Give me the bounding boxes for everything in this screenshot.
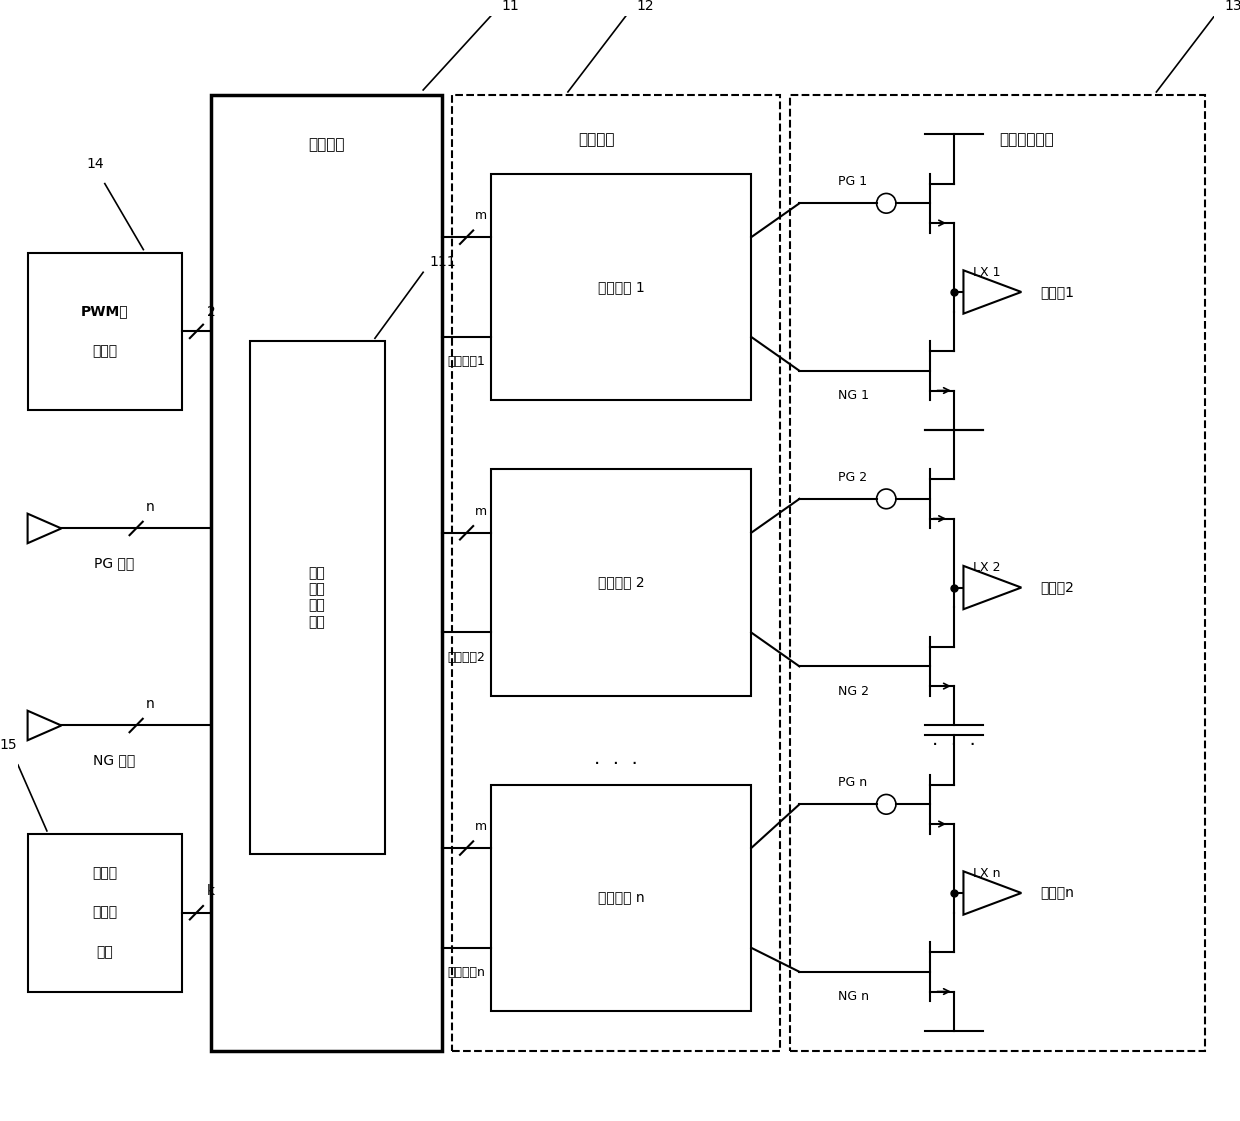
- Text: LX 2: LX 2: [973, 562, 1001, 574]
- Text: NG 1: NG 1: [838, 389, 869, 402]
- Polygon shape: [27, 513, 61, 544]
- Text: NG 2: NG 2: [838, 685, 869, 697]
- Text: NG 信号: NG 信号: [93, 753, 135, 767]
- Text: PG 2: PG 2: [838, 471, 867, 483]
- Text: k: k: [207, 884, 215, 898]
- Polygon shape: [963, 566, 1022, 609]
- Text: NG n: NG n: [838, 990, 869, 1003]
- Text: 11: 11: [501, 0, 518, 13]
- Text: 111: 111: [429, 256, 456, 269]
- Polygon shape: [27, 711, 61, 740]
- Text: LX n: LX n: [973, 867, 1001, 880]
- Bar: [491, 470, 751, 696]
- Text: m: m: [475, 209, 487, 222]
- Text: 驱动电路 1: 驱动电路 1: [598, 280, 645, 294]
- Bar: [491, 785, 751, 1011]
- Text: 功率管2: 功率管2: [1040, 581, 1075, 594]
- Bar: [211, 95, 443, 1050]
- Text: 号模块: 号模块: [92, 344, 118, 358]
- Text: 电压调: 电压调: [92, 867, 118, 880]
- Text: m: m: [475, 819, 487, 833]
- Text: 驱动电路 2: 驱动电路 2: [598, 575, 645, 590]
- Bar: [790, 95, 1204, 1050]
- Text: 节信号: 节信号: [92, 906, 118, 919]
- Polygon shape: [963, 270, 1022, 314]
- Bar: [249, 341, 384, 853]
- Text: 控制信号2: 控制信号2: [448, 650, 486, 664]
- Polygon shape: [963, 871, 1022, 915]
- Text: LX 1: LX 1: [973, 266, 1001, 279]
- Text: 13: 13: [1225, 0, 1240, 13]
- Text: ·  ·  ·: · · ·: [594, 756, 639, 775]
- Text: PWM信: PWM信: [81, 305, 129, 318]
- Bar: [491, 174, 751, 400]
- Text: 14: 14: [87, 157, 104, 170]
- Text: PG n: PG n: [838, 776, 867, 789]
- Text: 控制信号1: 控制信号1: [448, 355, 486, 368]
- Text: 控制信号n: 控制信号n: [448, 966, 486, 979]
- Text: PG 1: PG 1: [838, 175, 867, 188]
- Text: PG 信号: PG 信号: [94, 556, 135, 569]
- Bar: [453, 95, 780, 1050]
- Text: 2: 2: [207, 305, 216, 318]
- Text: 功率管n: 功率管n: [1040, 886, 1075, 900]
- Text: 分块功率管组: 分块功率管组: [998, 132, 1054, 147]
- Bar: [27, 252, 182, 410]
- Text: 驱动电路 n: 驱动电路 n: [598, 891, 645, 905]
- Text: 控制电路: 控制电路: [309, 137, 345, 151]
- Text: 动态
死区
控制
电路: 动态 死区 控制 电路: [309, 566, 325, 629]
- Text: 驱动电路: 驱动电路: [579, 132, 615, 147]
- Text: 12: 12: [636, 0, 653, 13]
- Text: 功率管1: 功率管1: [1040, 285, 1075, 299]
- Text: 15: 15: [0, 739, 17, 752]
- Bar: [27, 834, 182, 992]
- Text: 模块: 模块: [97, 945, 113, 960]
- Text: ·  ·  ·: · · ·: [932, 735, 976, 754]
- Text: m: m: [475, 504, 487, 518]
- Text: n: n: [146, 500, 155, 513]
- Text: n: n: [146, 697, 155, 711]
